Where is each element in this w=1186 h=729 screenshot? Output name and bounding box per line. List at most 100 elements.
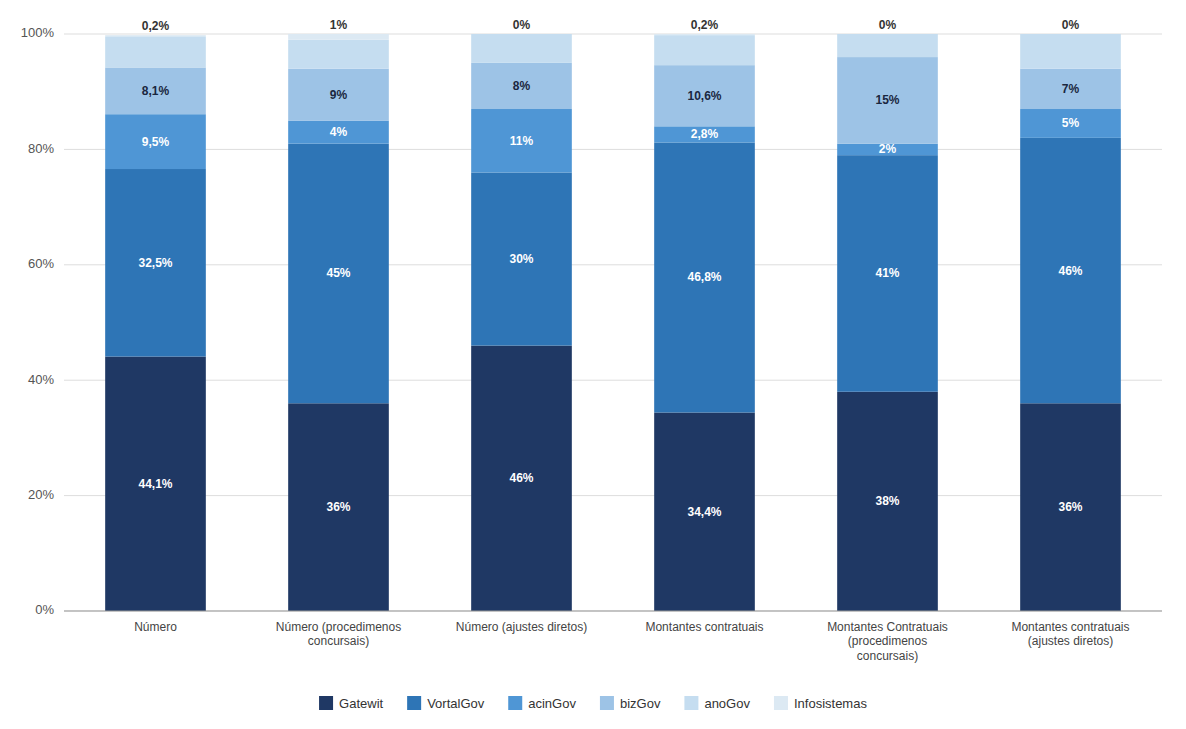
data-label: 9% xyxy=(330,88,348,102)
legend-label: Gatewit xyxy=(339,696,383,711)
bar-segment xyxy=(288,144,389,404)
bar-segment xyxy=(471,34,572,35)
legend-item: acinGov xyxy=(508,696,576,711)
legend-swatch xyxy=(600,696,614,710)
bar-segment xyxy=(288,34,389,40)
y-tick-label: 80% xyxy=(28,141,54,156)
data-label: 45% xyxy=(326,266,350,280)
bar-segment xyxy=(654,65,755,126)
bar-segment xyxy=(105,114,206,169)
y-tick-label: 20% xyxy=(28,487,54,502)
grid-line xyxy=(64,264,1162,265)
grid-line xyxy=(64,611,1162,612)
data-label: 36% xyxy=(1058,500,1082,514)
data-label: 7% xyxy=(1062,82,1080,96)
bar-segment xyxy=(654,34,755,35)
data-label: 46,8% xyxy=(687,270,721,284)
data-label: 0,2% xyxy=(142,19,170,33)
x-tick-label: Montantes Contratuais(procedimenosconcur… xyxy=(827,620,948,663)
data-label: 46% xyxy=(1058,264,1082,278)
legend-label: bizGov xyxy=(620,696,661,711)
x-tick-label: Montantes contratuais xyxy=(645,620,763,634)
data-label: 10,6% xyxy=(687,89,721,103)
data-label: 0% xyxy=(1062,18,1080,32)
bar-segment xyxy=(105,357,206,611)
bar-segment xyxy=(288,403,389,611)
y-tick-label: 40% xyxy=(28,372,54,387)
data-label: 8,1% xyxy=(142,84,170,98)
legend-swatch xyxy=(684,696,698,710)
bar-segment xyxy=(837,57,938,144)
legend: Gatewit VortalGov acinGov bizGov anoGov Infos… xyxy=(319,696,867,711)
bar-segment xyxy=(654,126,755,142)
grid-line xyxy=(64,495,1162,496)
bar-segment xyxy=(471,172,572,345)
legend-item: VortalGov xyxy=(407,696,485,711)
grid xyxy=(64,34,1162,611)
data-label: 41% xyxy=(875,266,899,280)
data-label: 15% xyxy=(875,93,899,107)
bar-segment xyxy=(288,121,389,144)
data-label: 0,2% xyxy=(691,18,719,32)
bar-segment xyxy=(654,35,755,65)
legend-swatch xyxy=(508,696,522,710)
bar-segment xyxy=(1020,69,1121,109)
legend-label: Infosistemas xyxy=(794,696,867,711)
bar-segment xyxy=(471,346,572,611)
data-label: 4% xyxy=(330,125,348,139)
data-label: 5% xyxy=(1062,116,1080,130)
bar-segment xyxy=(1020,138,1121,403)
grid-line xyxy=(64,380,1162,381)
bar-segment xyxy=(105,169,206,357)
x-tick-label: Número xyxy=(134,620,177,634)
bar-segment xyxy=(105,36,206,67)
bar-segment xyxy=(1020,34,1121,69)
legend-label: acinGov xyxy=(528,696,576,711)
bar-segment xyxy=(654,413,755,611)
bar-segment xyxy=(837,155,938,392)
data-label: 36% xyxy=(326,500,350,514)
legend-item: anoGov xyxy=(684,696,750,711)
bar-segment xyxy=(837,392,938,611)
x-tick-label: Número (ajustes diretos) xyxy=(456,620,587,634)
bar-segment xyxy=(288,69,389,121)
data-label: 8% xyxy=(513,79,531,93)
legend-swatch xyxy=(407,696,421,710)
grid-line xyxy=(64,34,1162,35)
data-label: 0% xyxy=(879,18,897,32)
y-tick-label: 0% xyxy=(35,602,54,617)
legend-label: anoGov xyxy=(704,696,750,711)
legend-item: bizGov xyxy=(600,696,661,711)
bar-segment xyxy=(837,34,938,57)
x-axis: Número Número (procedimenosconcursais) Núm… xyxy=(64,611,1162,663)
data-label: 9,5% xyxy=(142,135,170,149)
data-label: 2,8% xyxy=(691,127,719,141)
grid-line xyxy=(64,149,1162,150)
y-tick-label: 60% xyxy=(28,256,54,271)
bar-segment xyxy=(105,67,206,114)
bar-segment xyxy=(471,63,572,109)
chart: 0% 20% 40% 60% 80% 100% 44,1% 36% 46% 34,4% 38% 36%… xyxy=(0,0,1186,729)
bar-segment xyxy=(471,34,572,63)
data-label: 34,4% xyxy=(687,505,721,519)
data-label: 30% xyxy=(509,252,533,266)
bar-segment xyxy=(1020,403,1121,611)
data-label: 32,5% xyxy=(138,256,172,270)
x-tick-label: Número (procedimenosconcursais) xyxy=(276,620,401,648)
data-label: 0% xyxy=(513,18,531,32)
data-labels: 44,1% 36% 46% 34,4% 38% 36% 32,5% 45% 30% 46,8% 41… xyxy=(138,18,1082,519)
data-label: 44,1% xyxy=(138,477,172,491)
data-label: 2% xyxy=(879,142,897,156)
data-label: 38% xyxy=(875,494,899,508)
data-label: 1% xyxy=(330,18,348,32)
bars xyxy=(105,34,1121,611)
bar-segment xyxy=(105,35,206,36)
legend-swatch xyxy=(319,696,333,710)
data-label: 11% xyxy=(510,134,534,148)
bar-segment xyxy=(288,40,389,69)
bar-segment xyxy=(1020,109,1121,138)
y-tick-label: 100% xyxy=(21,25,55,40)
legend-swatch xyxy=(774,696,788,710)
bar-segment xyxy=(471,109,572,172)
bar-segment xyxy=(654,142,755,412)
